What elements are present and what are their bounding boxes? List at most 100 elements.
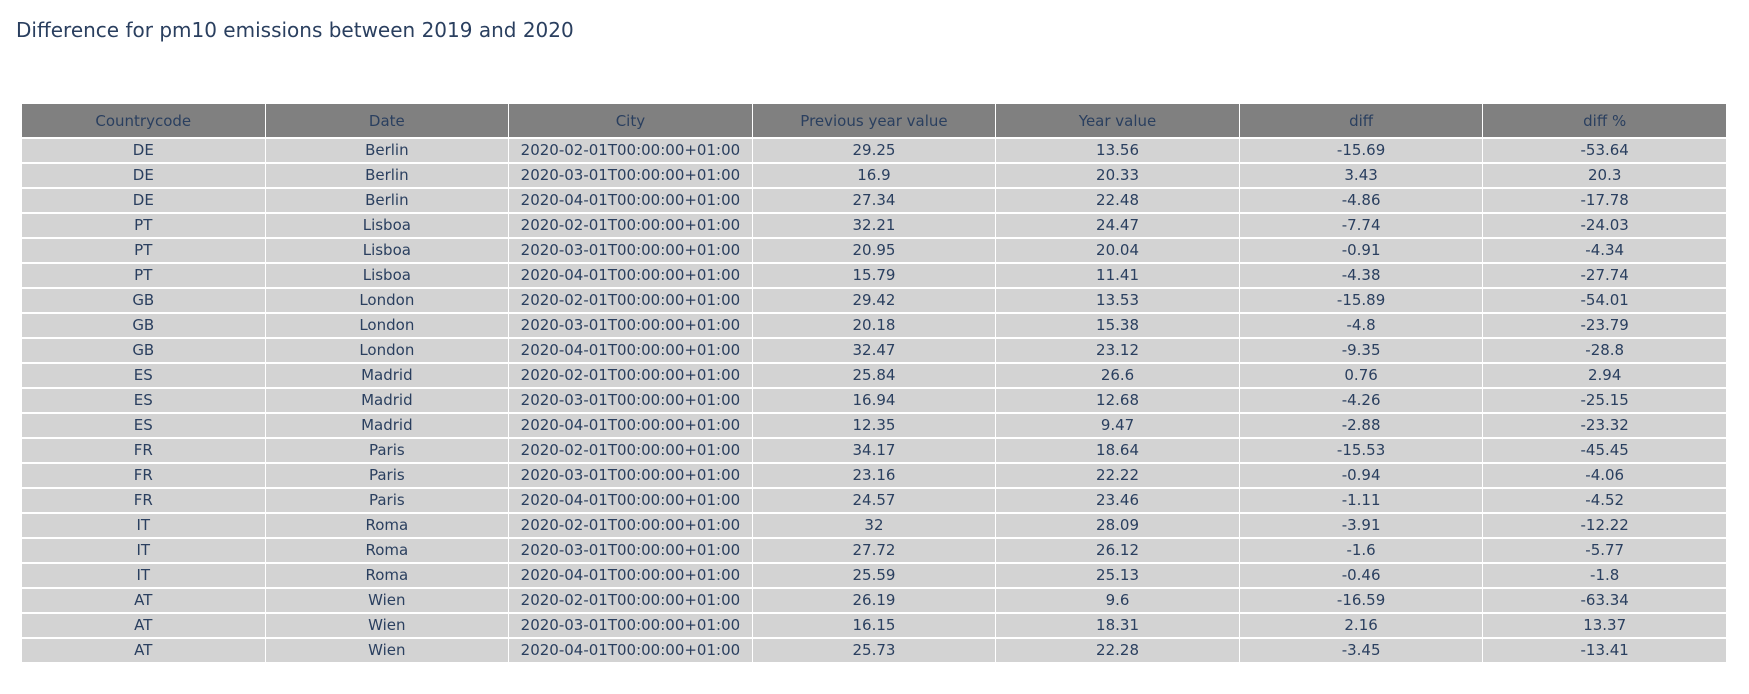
table-cell: 16.94: [751, 388, 997, 414]
table-cell: 2020-03-01T00:00:00+01:00: [508, 313, 753, 339]
table-cell: 22.22: [995, 463, 1240, 489]
table-cell: -45.45: [1482, 438, 1727, 464]
table-cell: Roma: [264, 538, 510, 564]
table-cell: Lisboa: [264, 238, 510, 264]
table-cell: -4.06: [1482, 463, 1727, 489]
table-cell: 18.64: [995, 438, 1240, 464]
table-cell: Roma: [264, 563, 510, 589]
table-cell: FR: [21, 438, 266, 464]
table-cell: 20.95: [751, 238, 997, 264]
table-cell: 27.72: [751, 538, 997, 564]
table-body: DE Berlin 2020-02-01T00:00:00+01:00 29.25 13…: [21, 138, 1727, 662]
table-cell: 27.34: [751, 188, 997, 214]
table-cell: DE: [21, 138, 266, 164]
table-cell: 9.6: [995, 588, 1240, 614]
table-cell: Berlin: [264, 188, 510, 214]
table-cell: 25.73: [751, 638, 997, 662]
table-cell: -4.26: [1238, 388, 1484, 414]
table-cell: 16.15: [751, 613, 997, 639]
table-cell: -4.34: [1482, 238, 1727, 264]
table-cell: -9.35: [1238, 338, 1484, 364]
table-cell: -15.69: [1238, 138, 1484, 164]
table-cell: Paris: [264, 438, 510, 464]
table-cell: IT: [21, 513, 266, 539]
table-cell: -17.78: [1482, 188, 1727, 214]
table-cell: 29.25: [751, 138, 997, 164]
table-cell: AT: [21, 613, 266, 639]
table-cell: 3.43: [1238, 163, 1484, 189]
chart-title: Difference for pm10 emissions between 20…: [16, 18, 574, 42]
table-cell: 2020-04-01T00:00:00+01:00: [508, 263, 753, 289]
table-cell: 2020-04-01T00:00:00+01:00: [508, 413, 753, 439]
table-cell: PT: [21, 238, 266, 264]
table-cell: Lisboa: [264, 263, 510, 289]
table-cell: 2020-03-01T00:00:00+01:00: [508, 538, 753, 564]
table-cell: 23.16: [751, 463, 997, 489]
table-row: DE Berlin 2020-02-01T00:00:00+01:00 29.25 13…: [21, 138, 1727, 164]
table-cell: -0.91: [1238, 238, 1484, 264]
table-row: GB London 2020-04-01T00:00:00+01:00 32.47 23…: [21, 338, 1727, 364]
table-row: ES Madrid 2020-02-01T00:00:00+01:00 25.84 26…: [21, 363, 1727, 389]
column-header: diff %: [1482, 104, 1727, 139]
table-cell: -4.86: [1238, 188, 1484, 214]
table-cell: GB: [21, 313, 266, 339]
table-cell: -5.77: [1482, 538, 1727, 564]
table-cell: AT: [21, 588, 266, 614]
table-cell: 2020-02-01T00:00:00+01:00: [508, 138, 753, 164]
table-cell: 29.42: [751, 288, 997, 314]
table-cell: 32.47: [751, 338, 997, 364]
table-cell: 2020-03-01T00:00:00+01:00: [508, 388, 753, 414]
table-cell: Roma: [264, 513, 510, 539]
table-cell: 34.17: [751, 438, 997, 464]
table-cell: -23.32: [1482, 413, 1727, 439]
table-row: PT Lisboa 2020-04-01T00:00:00+01:00 15.79 11…: [21, 263, 1727, 289]
table-cell: DE: [21, 188, 266, 214]
table-cell: -3.45: [1238, 638, 1484, 662]
table-cell: -0.94: [1238, 463, 1484, 489]
table-cell: 2020-02-01T00:00:00+01:00: [508, 363, 753, 389]
table-cell: 23.12: [995, 338, 1240, 364]
table-cell: IT: [21, 563, 266, 589]
table-cell: 12.68: [995, 388, 1240, 414]
table-row: IT Roma 2020-04-01T00:00:00+01:00 25.59 25.1…: [21, 563, 1727, 589]
table-cell: -2.88: [1238, 413, 1484, 439]
table-cell: -1.11: [1238, 488, 1484, 514]
table-cell: 20.33: [995, 163, 1240, 189]
table-cell: -23.79: [1482, 313, 1727, 339]
table-cell: Wien: [264, 613, 510, 639]
table-row: PT Lisboa 2020-02-01T00:00:00+01:00 32.21 24…: [21, 213, 1727, 239]
table-cell: ES: [21, 413, 266, 439]
table-cell: -24.03: [1482, 213, 1727, 239]
table-cell: 25.13: [995, 563, 1240, 589]
table-row: ES Madrid 2020-04-01T00:00:00+01:00 12.35 9.…: [21, 413, 1727, 439]
table-cell: ES: [21, 363, 266, 389]
table-cell: 2020-04-01T00:00:00+01:00: [508, 338, 753, 364]
table-cell: 23.46: [995, 488, 1240, 514]
table-cell: Madrid: [264, 388, 510, 414]
header-row: Countrycode Date City Previous year value Ye…: [21, 104, 1727, 139]
table-cell: Madrid: [264, 413, 510, 439]
table-cell: 13.37: [1482, 613, 1727, 639]
table-cell: 2020-02-01T00:00:00+01:00: [508, 438, 753, 464]
table-cell: 22.28: [995, 638, 1240, 662]
table-cell: 13.53: [995, 288, 1240, 314]
table-cell: 2020-04-01T00:00:00+01:00: [508, 563, 753, 589]
table-cell: 15.38: [995, 313, 1240, 339]
table-cell: Lisboa: [264, 213, 510, 239]
table-cell: -63.34: [1482, 588, 1727, 614]
table-cell: Madrid: [264, 363, 510, 389]
table-row: AT Wien 2020-02-01T00:00:00+01:00 26.19 9.6-…: [21, 588, 1727, 614]
table-cell: -13.41: [1482, 638, 1727, 662]
table-cell: -54.01: [1482, 288, 1727, 314]
table-cell: AT: [21, 638, 266, 662]
table-cell: -12.22: [1482, 513, 1727, 539]
table-row: ES Madrid 2020-03-01T00:00:00+01:00 16.94 12…: [21, 388, 1727, 414]
table-cell: London: [264, 338, 510, 364]
table-cell: 11.41: [995, 263, 1240, 289]
table-cell: Wien: [264, 588, 510, 614]
table-cell: -28.8: [1482, 338, 1727, 364]
table-cell: 28.09: [995, 513, 1240, 539]
table-cell: Wien: [264, 638, 510, 662]
table-cell: -4.52: [1482, 488, 1727, 514]
data-table: Countrycode Date City Previous year value Ye…: [21, 104, 1727, 662]
